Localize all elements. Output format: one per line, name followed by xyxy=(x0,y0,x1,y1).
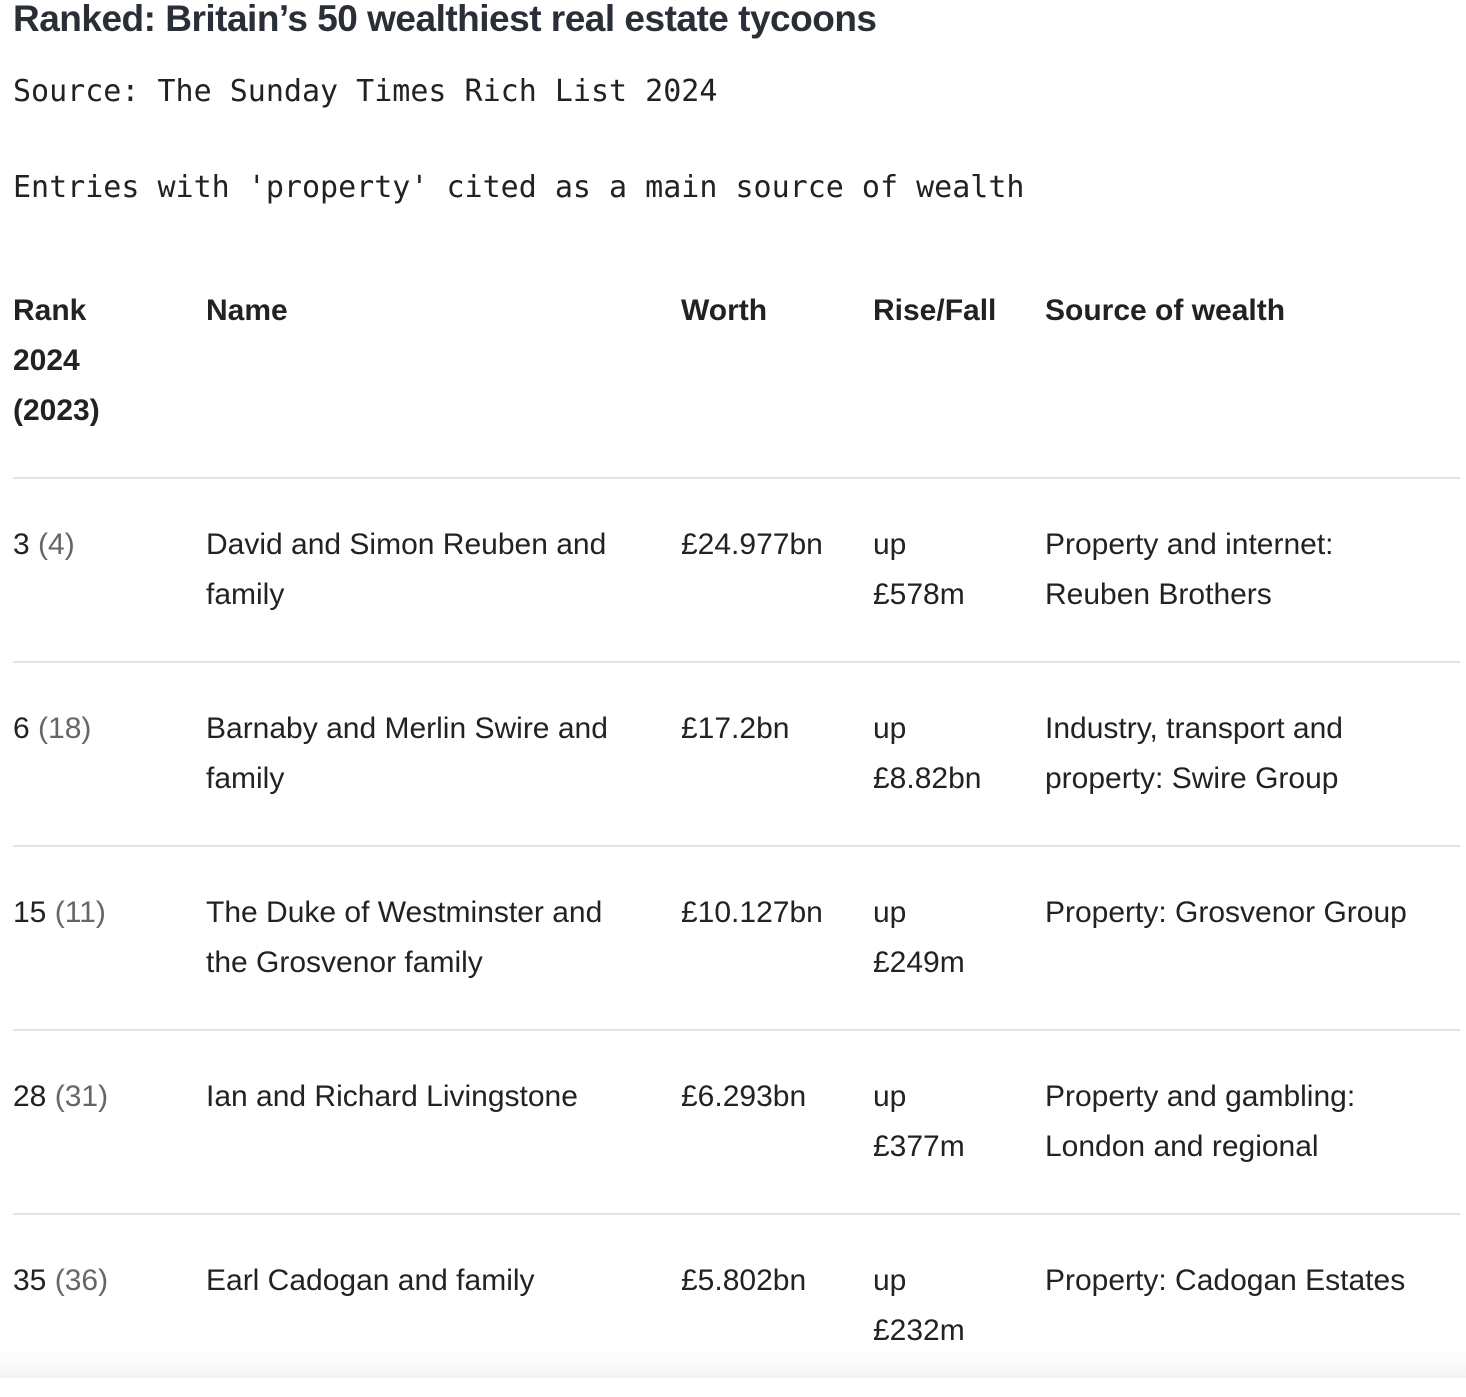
note: Entries with 'property' cited as a main … xyxy=(13,170,1025,205)
table: Rank 2024 (2023) Name Worth Rise/Fall Source… xyxy=(13,286,1460,1397)
wealth-source: Property and gambling: London and region… xyxy=(1045,1080,1356,1163)
column-header-text: Source of wealth xyxy=(1045,294,1286,327)
change-cell: up £8.82bn xyxy=(873,661,1045,846)
wealth-source: Property: Cadogan Estates xyxy=(1045,1264,1406,1297)
worth-cell: £24.977bn xyxy=(681,477,873,662)
wealth-source: Property and internet: Reuben Brothers xyxy=(1045,528,1334,611)
direction: up xyxy=(873,1264,907,1297)
wealth-source: Industry, transport and property: Swire … xyxy=(1045,712,1343,795)
column-header-text: Rank 2024 (2023) xyxy=(13,294,100,427)
header-row: Rank 2024 (2023) Name Worth Rise/Fall Source… xyxy=(13,286,1460,478)
rank: 15 xyxy=(13,896,47,929)
table-row: 3 (4) David and Simon Reuben and family £2… xyxy=(13,477,1460,662)
change: £249m xyxy=(873,946,965,979)
rank: 3 xyxy=(13,528,30,561)
worth-cell: £17.2bn xyxy=(681,661,873,846)
table-row: 15 (11) The Duke of Westminster and the G… xyxy=(13,845,1460,1030)
rank: 35 xyxy=(13,1264,47,1297)
name-cell: David and Simon Reuben and family xyxy=(206,477,681,662)
column-header-text: Worth xyxy=(681,294,768,327)
change: £8.82bn xyxy=(873,762,982,795)
name: David and Simon Reuben and family xyxy=(206,528,607,611)
rank-cell: 6 (18) xyxy=(13,661,206,846)
previous-rank: (18) xyxy=(38,712,92,745)
worth-cell: £6.293bn xyxy=(681,1029,873,1214)
rank-cell: 3 (4) xyxy=(13,477,206,662)
worth: £10.127bn xyxy=(681,896,823,929)
table-row: 6 (18) Barnaby and Merlin Swire and famil… xyxy=(13,661,1460,846)
change-cell: up £249m xyxy=(873,845,1045,1030)
worth-cell: £10.127bn xyxy=(681,845,873,1030)
column-header: Source of wealth xyxy=(1045,286,1460,478)
source-cell: Property and gambling: London and region… xyxy=(1045,1029,1460,1214)
column-header: Rise/Fall xyxy=(873,286,1045,478)
column-header-text: Name xyxy=(206,294,288,327)
direction: up xyxy=(873,712,907,745)
column-header: Worth xyxy=(681,286,873,478)
source-cell: Industry, transport and property: Swire … xyxy=(1045,661,1460,846)
worth: £6.293bn xyxy=(681,1080,807,1113)
name-cell: The Duke of Westminster and the Grosveno… xyxy=(206,845,681,1030)
name-cell: Ian and Richard Livingstone xyxy=(206,1029,681,1214)
wealth-source: Property: Grosvenor Group xyxy=(1045,896,1407,929)
rank: 28 xyxy=(13,1080,47,1113)
rank-cell: 28 (31) xyxy=(13,1029,206,1214)
name: Earl Cadogan and family xyxy=(206,1264,535,1297)
column-header: Name xyxy=(206,286,681,478)
change: £377m xyxy=(873,1130,965,1163)
name: The Duke of Westminster and the Grosveno… xyxy=(206,896,603,979)
previous-rank: (11) xyxy=(54,896,106,929)
previous-rank: (36) xyxy=(54,1264,109,1297)
change: £232m xyxy=(873,1314,965,1347)
title: Ranked: Britain’s 50 wealthiest real est… xyxy=(13,0,877,39)
column-header: Rank 2024 (2023) xyxy=(13,286,206,478)
column-header-text: Rise/Fall xyxy=(873,294,997,327)
worth: £17.2bn xyxy=(681,712,790,745)
rank-cell: 15 (11) xyxy=(13,845,206,1030)
direction: up xyxy=(873,528,907,561)
bottom-fade xyxy=(0,1348,1466,1378)
previous-rank: (4) xyxy=(38,528,75,561)
change-cell: up £377m xyxy=(873,1029,1045,1214)
change: £578m xyxy=(873,578,965,611)
source: Source: The Sunday Times Rich List 2024 xyxy=(13,74,718,109)
name: Barnaby and Merlin Swire and family xyxy=(206,712,608,795)
direction: up xyxy=(873,896,907,929)
name: Ian and Richard Livingstone xyxy=(206,1080,578,1113)
source-cell: Property and internet: Reuben Brothers xyxy=(1045,477,1460,662)
rank: 6 xyxy=(13,712,30,745)
change-cell: up £578m xyxy=(873,477,1045,662)
direction: up xyxy=(873,1080,907,1113)
worth: £24.977bn xyxy=(681,528,823,561)
source-cell: Property: Grosvenor Group xyxy=(1045,845,1460,1030)
table-row: 28 (31) Ian and Richard Livingstone £6.293… xyxy=(13,1029,1460,1214)
previous-rank: (31) xyxy=(54,1080,109,1113)
worth: £5.802bn xyxy=(681,1264,807,1297)
name-cell: Barnaby and Merlin Swire and family xyxy=(206,661,681,846)
